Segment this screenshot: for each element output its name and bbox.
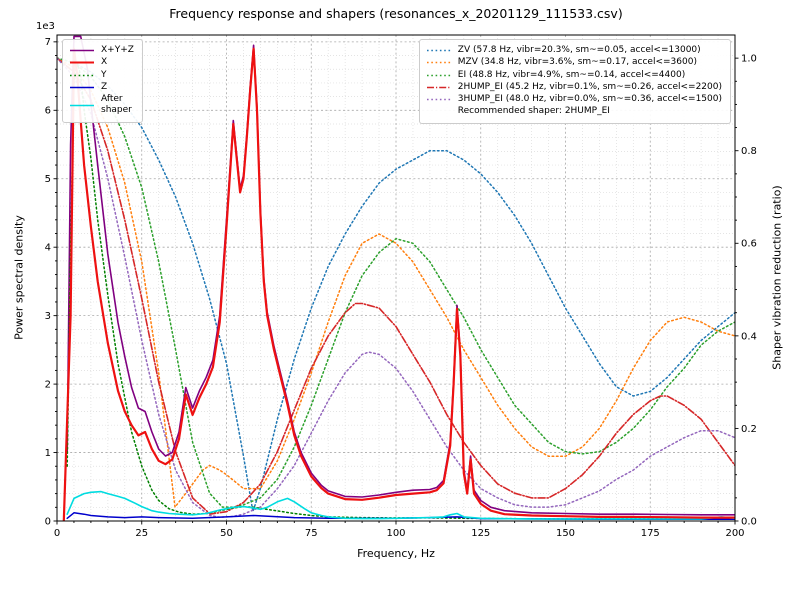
legend-label: X+Y+Z [101,45,134,55]
legend-label: Z [101,81,108,92]
series-lines [57,35,735,521]
legend-label: EI (48.8 Hz, vibr=4.9%, sm~=0.14, accel<… [457,69,686,80]
chart-title: Frequency response and shapers (resonanc… [169,6,623,21]
legend-item-z: Z [69,82,134,93]
svg-text:6: 6 [45,106,51,117]
svg-text:3: 3 [45,311,51,322]
svg-text:0.0: 0.0 [741,516,757,527]
legend-label: Recommended shaper: 2HUMP_EI [457,106,610,117]
y-axis-left-label: Power spectral density [12,215,26,340]
svg-text:0: 0 [54,528,60,539]
legend-label: After shaper [101,94,132,116]
svg-text:75: 75 [305,528,318,539]
legend-label: Y [101,69,107,80]
legend-line-sample [70,49,94,52]
legend-item-ei: EI (48.8 Hz, vibr=4.9%, sm~=0.14, accel<… [426,70,722,81]
legend-label: 2HUMP_EI (45.2 Hz, vibr=0.1%, sm~=0.26, … [457,81,722,92]
legend-label: ZV (57.8 Hz, vibr=20.3%, sm~=0.05, accel… [457,45,701,55]
legend-label: MZV (34.8 Hz, vibr=3.6%, sm~=0.17, accel… [457,57,697,68]
x-axis-label: Frequency, Hz [357,547,435,560]
svg-text:25: 25 [135,528,148,539]
svg-text:0.6: 0.6 [741,239,757,250]
y-axis-right-label: Shaper vibration reduction (ratio) [770,185,784,370]
legend-item-x-y-z: X+Y+Z [69,45,134,56]
series-mzv [57,57,735,508]
svg-text:0.8: 0.8 [741,146,757,157]
svg-text:50: 50 [220,528,233,539]
series-ei [57,57,735,508]
svg-text:0.2: 0.2 [741,424,757,435]
legend-item-zv: ZV (57.8 Hz, vibr=20.3%, sm~=0.05, accel… [426,45,722,56]
legend-line-sample [426,74,451,76]
svg-text:1.0: 1.0 [741,54,757,65]
legend-line-sample [426,86,451,89]
series-zv [57,57,735,513]
svg-text:150: 150 [556,528,575,539]
svg-text:0: 0 [45,516,51,527]
svg-text:200: 200 [725,528,744,539]
legend-item-2hump-ei: 2HUMP_EI (45.2 Hz, vibr=0.1%, sm~=0.26, … [426,82,722,93]
legend-item-y: Y [69,70,134,81]
svg-text:4: 4 [45,243,51,254]
svg-text:5: 5 [45,174,51,185]
axis-ticks [53,41,739,525]
legend-label: 3HUMP_EI (48.0 Hz, vibr=0.0%, sm~=0.36, … [457,94,722,104]
svg-text:2: 2 [45,379,51,390]
legend-label: X [101,57,108,68]
legend-line-sample [426,98,451,101]
svg-text:1: 1 [45,448,51,459]
legend-line-sample [70,74,94,76]
svg-text:0.4: 0.4 [741,331,757,342]
legend-line-sample [70,104,94,107]
legend-line-sample [70,86,94,89]
legend-line-sample [426,62,451,64]
legend-item-3hump-ei: 3HUMP_EI (48.0 Hz, vibr=0.0%, sm~=0.36, … [426,94,722,105]
series-3hump-ei [57,57,735,519]
legend-item-x: X [69,57,134,68]
legend-item-mzv: MZV (34.8 Hz, vibr=3.6%, sm~=0.17, accel… [426,57,722,68]
svg-text:100: 100 [386,528,405,539]
svg-text:175: 175 [641,528,660,539]
legend-shapers: ZV (57.8 Hz, vibr=20.3%, sm~=0.05, accel… [418,39,731,124]
legend-line-sample [70,61,94,64]
legend-psd: X+Y+Z X Y Z After shaper [62,39,143,123]
series-after-shaper [66,490,735,520]
legend-item-recommended-shaper-note: Recommended shaper: 2HUMP_EI [426,106,722,117]
series-x [62,47,735,521]
legend-line-sample [426,49,451,52]
y-axis-scale-offset: 1e3 [36,21,55,32]
legend-item-after-shaper: After shaper [69,94,134,117]
svg-text:125: 125 [471,528,490,539]
legend-blank-sample [426,106,452,117]
svg-text:7: 7 [45,37,51,48]
tick-labels: 0 25 50 75 100 125 150 175 200 0 1 2 3 4 5 6 7 0.0 0.2 0.4 0… [45,37,757,539]
